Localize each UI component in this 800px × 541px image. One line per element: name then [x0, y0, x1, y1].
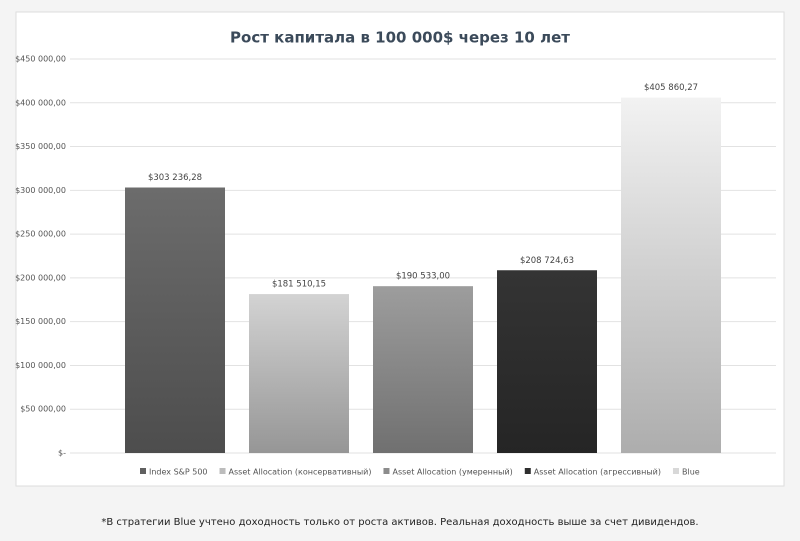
- y-tick-label: $400 000,00: [15, 98, 66, 107]
- legend-label: Index S&P 500: [149, 468, 208, 477]
- data-label: $303 236,28: [148, 173, 202, 183]
- legend: Index S&P 500 Asset Allocation (консерват…: [140, 468, 700, 477]
- legend-swatch: [672, 468, 679, 474]
- y-tick-label: $350 000,00: [15, 142, 66, 151]
- y-tick-label: $450 000,00: [15, 55, 66, 64]
- bar: [373, 286, 473, 453]
- legend-swatch: [524, 468, 531, 474]
- legend-swatch: [219, 468, 226, 474]
- y-tick-label: $-: [58, 449, 66, 458]
- legend-swatch: [383, 468, 390, 474]
- bar: [621, 97, 721, 453]
- data-label: $190 533,00: [396, 272, 450, 282]
- footnote: *В стратегии Blue учтено доходность толь…: [101, 517, 698, 528]
- data-label: $181 510,15: [272, 280, 326, 290]
- legend-label: Asset Allocation (агрессивный): [534, 468, 661, 477]
- legend-label: Blue: [682, 468, 700, 477]
- bar: [125, 187, 225, 453]
- y-tick-label: $150 000,00: [15, 317, 66, 326]
- y-tick-label: $200 000,00: [15, 273, 66, 282]
- data-label: $405 860,27: [644, 83, 698, 93]
- legend-swatch: [140, 468, 146, 474]
- y-tick-label: $300 000,00: [15, 186, 66, 195]
- bar: [497, 270, 597, 453]
- data-label: $208 724,63: [520, 256, 574, 266]
- legend-label: Asset Allocation (консервативный): [229, 468, 372, 477]
- chart-title: Рост капитала в 100 000$ через 10 лет: [230, 29, 570, 47]
- y-tick-label: $250 000,00: [15, 230, 66, 239]
- y-tick-label: $50 000,00: [20, 405, 66, 414]
- bar: [249, 294, 349, 453]
- legend-label: Asset Allocation (умеренный): [392, 468, 512, 477]
- y-tick-label: $100 000,00: [15, 361, 66, 370]
